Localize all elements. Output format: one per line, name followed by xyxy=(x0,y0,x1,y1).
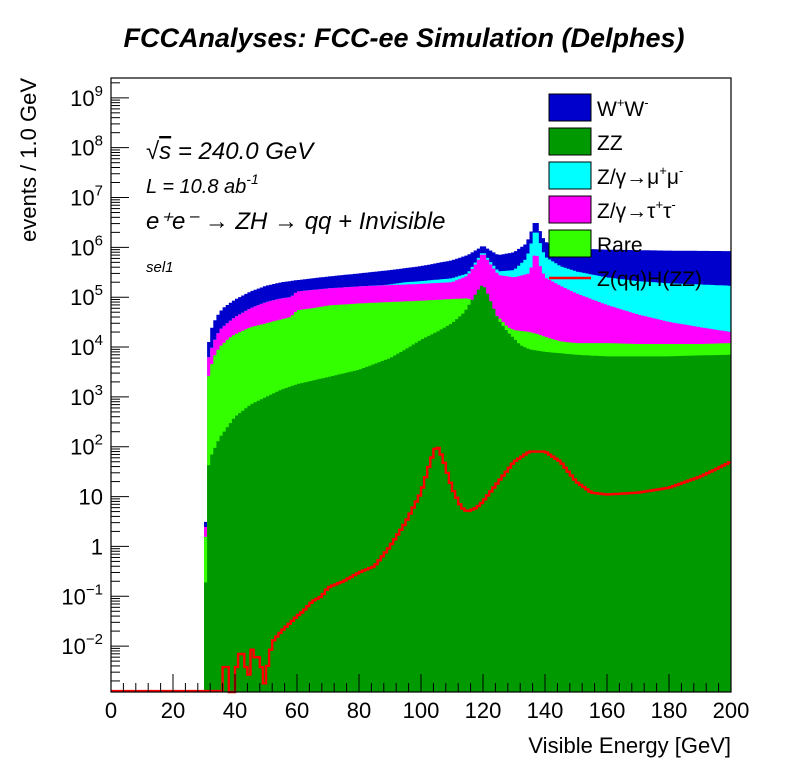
legend-item: ZZ xyxy=(548,127,623,156)
x-tick-label: 120 xyxy=(465,698,502,723)
y-tick-base: 10 xyxy=(70,136,94,161)
y-tick-label: 102 xyxy=(70,432,103,460)
legend-label: Z/γ→μ+μ- xyxy=(597,163,683,189)
y-tick-exp: 8 xyxy=(95,133,103,150)
x-tick-label: 0 xyxy=(105,698,117,723)
y-tick-base: 10 xyxy=(61,634,85,659)
y-tick-base: 10 xyxy=(70,385,94,410)
signal-line-group xyxy=(111,446,731,694)
area-zz xyxy=(204,285,731,692)
y-axis-label: events / 1.0 GeV xyxy=(16,78,41,242)
x-tick-label: 40 xyxy=(223,698,247,723)
lumi-text: L = 10.8 ab xyxy=(146,176,246,198)
x-tick-label: 100 xyxy=(403,698,440,723)
y-tick-exp: −1 xyxy=(86,581,103,598)
x-tick-label: 80 xyxy=(347,698,371,723)
legend-swatch xyxy=(548,195,592,224)
y-tick-exp: 4 xyxy=(95,332,103,349)
y-tick-base: 10 xyxy=(70,86,94,111)
legend-item: Rare xyxy=(548,229,643,258)
y-tick-label: 105 xyxy=(70,282,103,310)
y-tick-exp: 2 xyxy=(95,432,103,449)
signal-line xyxy=(221,446,731,694)
legend-swatch xyxy=(548,127,592,156)
y-tick-base: 10 xyxy=(61,584,85,609)
y-tick-exp: 9 xyxy=(95,83,103,100)
chart-title: FCCAnalyses: FCC-ee Simulation (Delphes) xyxy=(123,23,684,53)
y-tick-exp: −2 xyxy=(86,631,103,648)
legend-item: W+W- xyxy=(548,93,649,122)
y-tick-base: 10 xyxy=(70,186,94,211)
legend-label: Z/γ→τ+τ- xyxy=(597,197,676,223)
y-tick-base: 1 xyxy=(91,534,103,559)
y-tick-label: 108 xyxy=(70,133,103,161)
annotations: √s = 240.0 GeV L = 10.8 ab-1 e⁺e⁻ → ZH →… xyxy=(146,138,445,276)
sqrt-symbol: √ xyxy=(146,138,160,165)
y-tick-base: 10 xyxy=(70,435,94,460)
y-tick-base: 10 xyxy=(70,335,94,360)
y-tick-base: 10 xyxy=(79,485,103,510)
y-tick-label: 10−2 xyxy=(61,631,103,659)
x-tick-label: 60 xyxy=(285,698,309,723)
legend-swatch xyxy=(548,161,592,190)
legend-item: Z(qq)H(ZZ) xyxy=(549,268,702,291)
x-axis: 0 20 40 60 80 100 120 140 160 180 200 xyxy=(105,674,749,723)
legend-label: ZZ xyxy=(597,132,623,155)
y-tick-base: 10 xyxy=(70,235,94,260)
stack-areas xyxy=(204,223,731,692)
sqrt-s-var: s xyxy=(159,138,171,165)
y-tick-exp: 7 xyxy=(95,183,103,200)
plot-area xyxy=(110,77,732,694)
x-axis-label: Visible Energy [GeV] xyxy=(528,733,731,758)
x-tick-label: 20 xyxy=(161,698,185,723)
y-tick-label: 1 xyxy=(91,534,103,559)
y-tick-label: 10−1 xyxy=(61,581,103,609)
legend-label: Rare xyxy=(597,234,643,257)
legend-swatch xyxy=(548,93,592,122)
legend: W+W- ZZ Z/γ→μ+μ- Z/γ→τ+τ- Rare Z(qq)H(ZZ) xyxy=(548,93,702,291)
y-tick-label: 103 xyxy=(70,382,103,410)
x-tick-label: 140 xyxy=(527,698,564,723)
lumi-annotation: L = 10.8 ab-1 xyxy=(146,171,259,198)
legend-label: Z(qq)H(ZZ) xyxy=(597,268,702,291)
legend-item: Z/γ→τ+τ- xyxy=(548,195,676,224)
y-tick-label: 104 xyxy=(70,332,103,360)
y-tick-exp: 5 xyxy=(95,282,103,299)
y-tick-label: 10 xyxy=(79,485,103,510)
process-annotation: e⁺e⁻ → ZH → qq + Invisible xyxy=(146,208,445,235)
sqrt-s-annotation: √s = 240.0 GeV xyxy=(146,138,315,165)
y-tick-label: 107 xyxy=(70,183,103,211)
selection-annotation: sel1 xyxy=(146,259,174,276)
y-tick-label: 106 xyxy=(70,232,103,260)
legend-swatch xyxy=(548,229,592,258)
lumi-exponent: -1 xyxy=(246,171,258,187)
sqrt-s-value: = 240.0 GeV xyxy=(171,138,315,165)
legend-label: W+W- xyxy=(597,95,649,121)
y-tick-base: 10 xyxy=(70,285,94,310)
y-tick-exp: 6 xyxy=(95,232,103,249)
x-tick-label: 160 xyxy=(589,698,626,723)
y-tick-exp: 3 xyxy=(95,382,103,399)
x-tick-label: 180 xyxy=(651,698,688,723)
x-tick-label: 200 xyxy=(713,698,750,723)
y-tick-label: 109 xyxy=(70,83,103,111)
legend-item: Z/γ→μ+μ- xyxy=(548,161,683,190)
